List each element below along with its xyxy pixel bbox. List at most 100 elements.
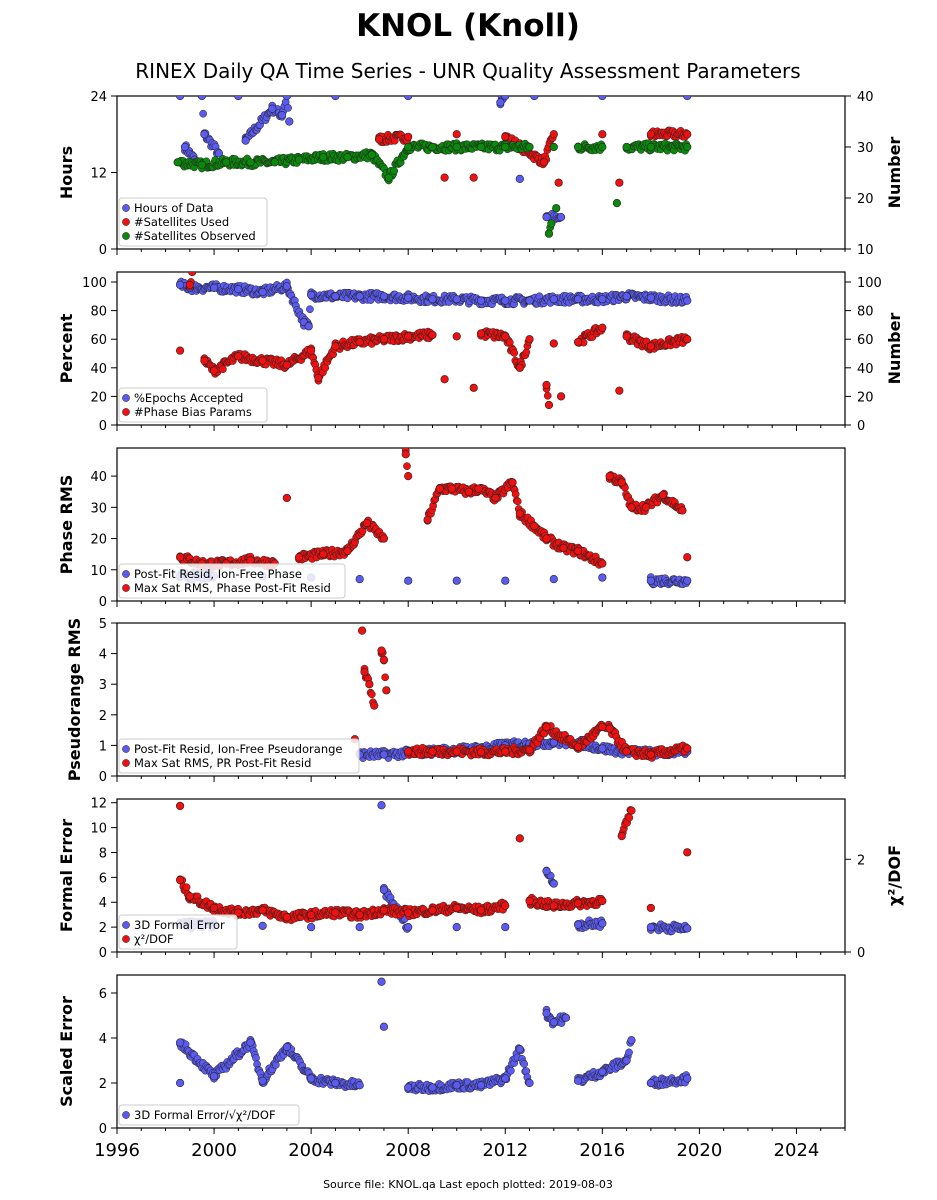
data-point <box>284 104 292 112</box>
data-point <box>549 575 558 584</box>
y2-tick-label: 0 <box>857 946 865 961</box>
y2-tick-label: 20 <box>857 192 874 207</box>
data-point <box>282 493 291 503</box>
legend-label: %Epochs Accepted <box>134 391 243 405</box>
y-tick-label: 0 <box>99 419 107 434</box>
data-point <box>428 906 437 915</box>
data-point <box>622 1056 631 1065</box>
data-point <box>622 747 631 756</box>
data-point <box>452 1081 461 1090</box>
data-point <box>268 104 277 113</box>
chart-title: KNOL (Knoll) <box>356 8 580 44</box>
y-tick-label: 4 <box>99 648 107 663</box>
x-tick-label: 1996 <box>94 1140 140 1161</box>
y-tick-label: 4 <box>99 896 107 911</box>
y-tick-label: 4 <box>99 1032 107 1047</box>
data-point <box>294 553 304 562</box>
data-point <box>646 142 655 152</box>
data-point <box>365 680 374 689</box>
data-point <box>515 509 524 518</box>
data-point <box>452 130 461 139</box>
data-point <box>549 901 558 910</box>
data-point <box>525 296 534 305</box>
data-point <box>355 1081 364 1090</box>
data-point <box>559 543 568 553</box>
data-point <box>282 913 291 922</box>
data-point <box>314 373 323 382</box>
data-point <box>627 503 636 512</box>
data-point <box>515 834 524 843</box>
data-point <box>241 136 250 145</box>
y-tick-label: 6 <box>99 871 107 886</box>
data-point <box>175 1078 185 1088</box>
data-point <box>617 831 626 841</box>
data-point <box>515 174 524 183</box>
data-point <box>355 575 364 584</box>
y2-tick-label: 80 <box>857 305 874 320</box>
data-point <box>185 892 194 901</box>
legend-marker <box>122 204 130 212</box>
data-point <box>282 96 291 101</box>
data-point <box>452 142 461 152</box>
y-tick-label: 10 <box>90 822 107 837</box>
data-point <box>683 96 692 101</box>
data-point <box>617 478 626 487</box>
data-point <box>641 503 651 512</box>
panel-3: 0 10 20 30 40 Phase RMS Post-Fit Resid, Ion-Fr… <box>57 447 846 610</box>
data-point <box>525 142 534 152</box>
data-point <box>234 352 243 361</box>
data-point <box>370 701 379 710</box>
data-point <box>549 130 558 139</box>
data-point <box>404 923 413 932</box>
data-point <box>501 901 510 910</box>
x-tick-label: 2008 <box>385 1140 431 1161</box>
legend-label: #Satellites Observed <box>134 229 256 243</box>
data-point <box>515 1045 524 1054</box>
legend-label: Hours of Data <box>134 201 214 215</box>
data-point <box>447 484 456 493</box>
data-point <box>294 155 304 164</box>
data-point <box>377 801 386 810</box>
data-point <box>530 521 539 531</box>
data-point <box>357 626 367 635</box>
data-point <box>508 478 517 487</box>
data-point <box>554 178 563 187</box>
data-point <box>542 213 551 222</box>
data-point <box>175 346 185 355</box>
data-point <box>549 879 558 888</box>
data-point <box>377 646 386 655</box>
legend-box <box>118 197 268 247</box>
data-point <box>209 1072 219 1081</box>
legend-label: Max Sat RMS, PR Post-Fit Resid <box>134 756 311 770</box>
x-tick-label: 2012 <box>482 1140 528 1161</box>
y-tick-label: 2 <box>99 709 107 724</box>
data-point <box>539 158 549 167</box>
data-point <box>530 96 539 101</box>
data-point <box>404 142 413 152</box>
data-point <box>678 506 687 515</box>
data-point <box>646 293 655 302</box>
legend-marker <box>122 408 130 416</box>
data-point <box>598 896 607 906</box>
data-point <box>573 295 583 304</box>
data-point <box>258 1076 267 1085</box>
data-point <box>683 1074 692 1083</box>
data-point <box>234 908 243 917</box>
data-point <box>367 690 376 699</box>
data-point <box>525 745 534 755</box>
data-point <box>598 722 607 732</box>
data-point <box>573 899 583 908</box>
data-point <box>542 867 551 876</box>
data-point <box>404 908 413 917</box>
y-tick-label: 1 <box>99 739 107 754</box>
data-point <box>573 337 583 347</box>
y2-axis-label: Number <box>885 313 904 385</box>
data-point <box>561 1013 571 1022</box>
data-point <box>307 910 316 920</box>
data-point <box>605 472 614 481</box>
legend-label: 3D Formal Error <box>134 918 225 932</box>
data-point <box>188 272 197 277</box>
y-tick-label: 40 <box>90 470 107 485</box>
